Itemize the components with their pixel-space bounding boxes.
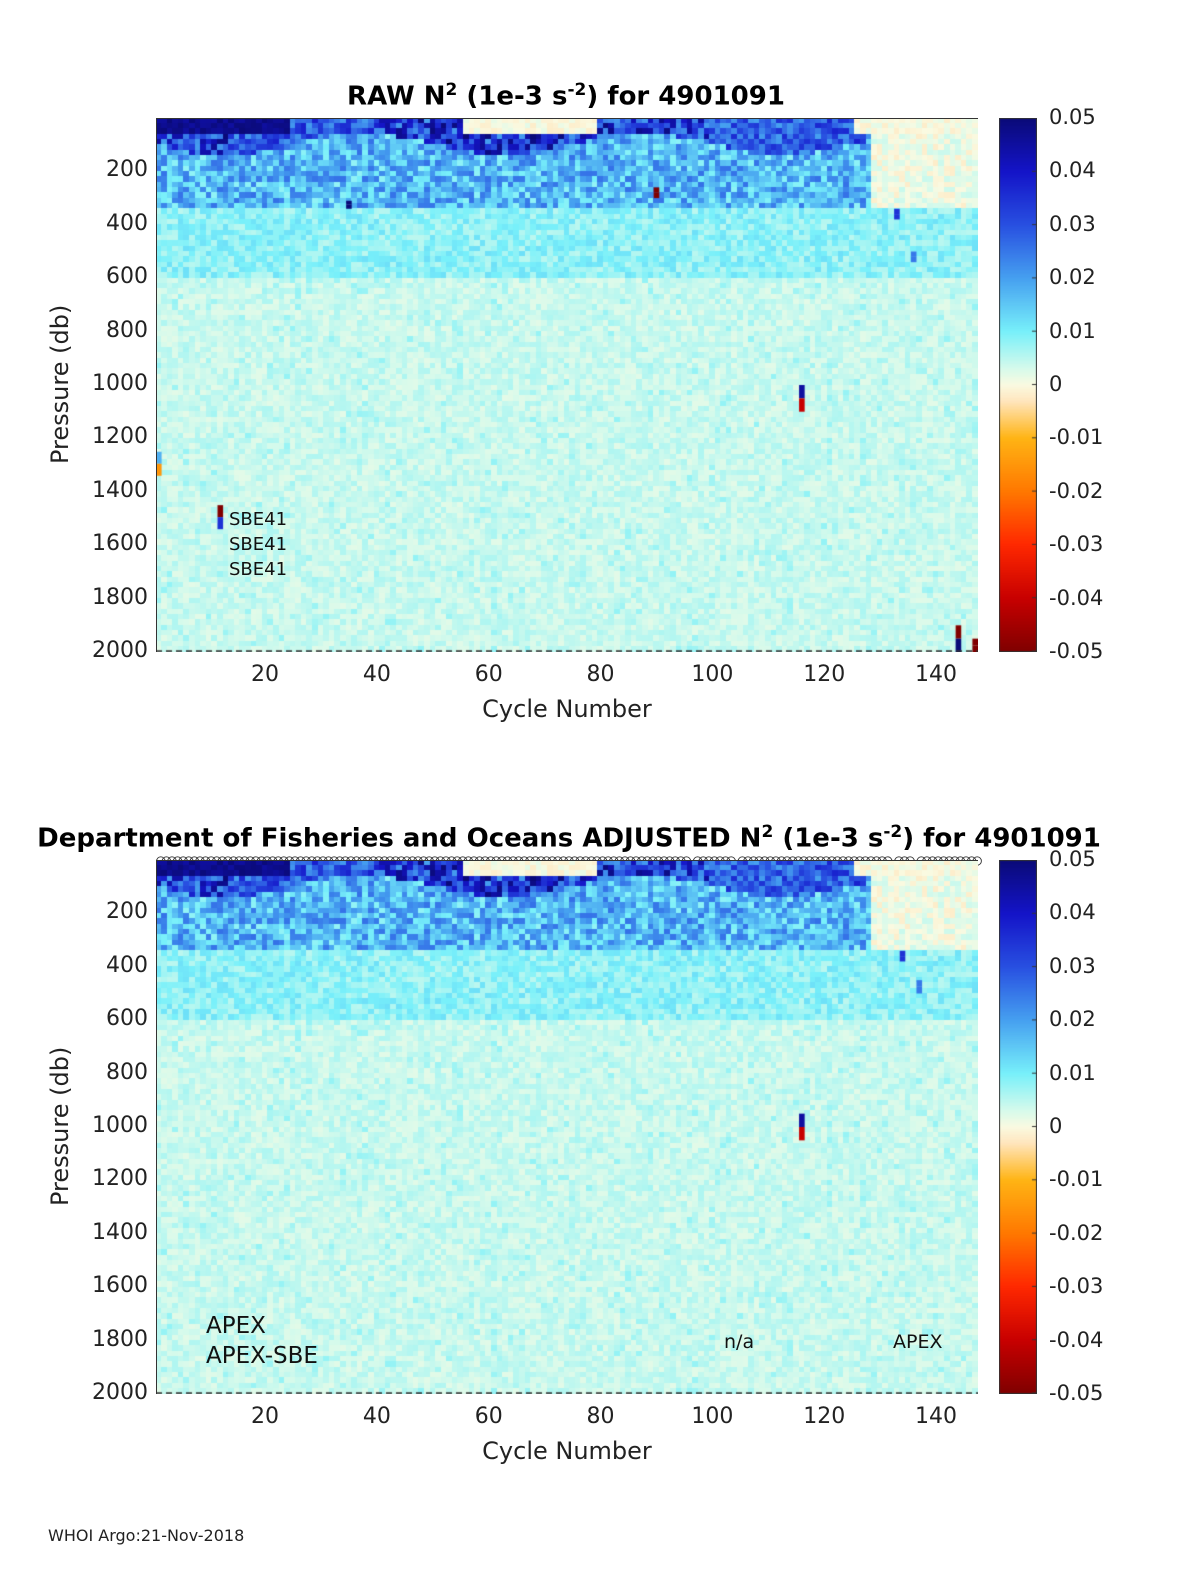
y-tick-label: 1000 bbox=[92, 1113, 148, 1138]
colorbar-tick-label: 0.05 bbox=[1049, 105, 1096, 129]
colorbar-tick-label: 0 bbox=[1049, 1114, 1063, 1138]
raw-heatmap bbox=[156, 118, 978, 652]
colorbar-tick-label: 0.01 bbox=[1049, 318, 1096, 343]
x-tick-label: 20 bbox=[251, 662, 280, 687]
title-superscript: 2 bbox=[445, 80, 458, 100]
x-tick-label: 120 bbox=[803, 662, 846, 687]
x-tick-label: 80 bbox=[586, 1404, 615, 1429]
colorbar-tick-label: -0.04 bbox=[1049, 1327, 1104, 1352]
y-tick-label: 600 bbox=[106, 1006, 148, 1032]
adjusted-chart-title: Department of Fisheries and Oceans ADJUS… bbox=[0, 822, 1139, 854]
title-text: (1e-3 s bbox=[457, 81, 568, 112]
y-tick-label: 1400 bbox=[92, 477, 148, 503]
y-tick-label: 600 bbox=[106, 264, 148, 290]
x-tick-label: 120 bbox=[803, 1404, 846, 1429]
platform-annotation: APEX bbox=[893, 1331, 943, 1353]
colorbar-canvas bbox=[999, 118, 1037, 652]
title-text: ) for 4901091 bbox=[586, 81, 785, 112]
colorbar-tick-label: -0.02 bbox=[1049, 478, 1104, 503]
y-tick-label: 1600 bbox=[92, 531, 148, 557]
title-superscript: -2 bbox=[883, 822, 903, 842]
title-text: Department of Fisheries and Oceans ADJUS… bbox=[37, 823, 762, 854]
x-tick-label: 60 bbox=[474, 662, 503, 687]
y-tick-label: 1000 bbox=[92, 371, 148, 396]
x-tick-label: 100 bbox=[691, 1404, 734, 1429]
colorbar-tick-label: -0.05 bbox=[1049, 1381, 1104, 1405]
y-tick-label: 1800 bbox=[92, 584, 148, 610]
x-tick-label: 140 bbox=[915, 662, 958, 687]
colorbar-tick-label: -0.01 bbox=[1049, 1167, 1104, 1192]
y-tick-label: 400 bbox=[106, 210, 148, 236]
colorbar-tick-label: 0.03 bbox=[1049, 953, 1096, 978]
adjusted-heatmap-canvas bbox=[156, 860, 978, 1394]
colorbar-tick-label: 0.01 bbox=[1049, 1060, 1096, 1085]
colorbar-tick-label: 0 bbox=[1049, 372, 1063, 396]
platform-annotation: APEX-SBE bbox=[206, 1343, 318, 1369]
sensor-annotation: SBE41 bbox=[229, 509, 288, 530]
adjusted-x-axis-label: Cycle Number bbox=[482, 1437, 652, 1465]
x-tick-label: 100 bbox=[691, 662, 734, 687]
x-tick-label: 80 bbox=[586, 662, 615, 687]
colorbar-tick-label: 0.05 bbox=[1049, 847, 1096, 871]
x-tick-label: 40 bbox=[362, 1404, 391, 1429]
platform-annotation: n/a bbox=[724, 1331, 755, 1353]
colorbar-tick-label: -0.05 bbox=[1049, 639, 1104, 663]
x-tick-label: 40 bbox=[362, 662, 391, 687]
adjusted-heatmap bbox=[156, 860, 978, 1394]
footer-credit: WHOI Argo:21-Nov-2018 bbox=[48, 1526, 245, 1545]
y-tick-label: 200 bbox=[106, 899, 148, 925]
y-tick-label: 2000 bbox=[92, 1380, 148, 1405]
y-tick-label: 1400 bbox=[92, 1219, 148, 1245]
sensor-annotation: SBE41 bbox=[229, 534, 288, 555]
title-superscript: 2 bbox=[761, 822, 774, 842]
colorbar-tick-label: 0.04 bbox=[1049, 158, 1096, 183]
sensor-annotation: SBE41 bbox=[229, 559, 288, 580]
colorbar-tick-label: -0.03 bbox=[1049, 532, 1104, 557]
y-tick-label: 200 bbox=[106, 157, 148, 183]
adjusted-y-axis-label: Pressure (db) bbox=[46, 1046, 74, 1206]
adjusted-colorbar bbox=[999, 860, 1037, 1394]
y-tick-label: 1200 bbox=[92, 424, 148, 450]
raw-chart-title: RAW N2 (1e-3 s-2) for 4901091 bbox=[0, 80, 1132, 112]
raw-colorbar bbox=[999, 118, 1037, 652]
x-tick-label: 60 bbox=[474, 1404, 503, 1429]
y-tick-label: 1800 bbox=[92, 1326, 148, 1352]
colorbar-tick-label: 0.04 bbox=[1049, 900, 1096, 925]
x-tick-label: 140 bbox=[915, 1404, 958, 1429]
title-superscript: -2 bbox=[567, 80, 587, 100]
y-tick-label: 400 bbox=[106, 952, 148, 978]
x-tick-label: 20 bbox=[251, 1404, 280, 1429]
title-text: ) for 4901091 bbox=[902, 823, 1101, 854]
raw-x-axis-label: Cycle Number bbox=[482, 695, 652, 723]
y-tick-label: 1200 bbox=[92, 1166, 148, 1192]
y-tick-label: 2000 bbox=[92, 638, 148, 663]
colorbar-tick-label: 0.02 bbox=[1049, 1007, 1096, 1032]
adjusted-panel: Department of Fisheries and Oceans ADJUS… bbox=[0, 770, 1200, 1530]
colorbar-tick-label: 0.02 bbox=[1049, 265, 1096, 290]
colorbar-tick-label: -0.01 bbox=[1049, 425, 1104, 450]
raw-y-axis-label: Pressure (db) bbox=[46, 304, 74, 464]
y-tick-label: 800 bbox=[106, 1059, 148, 1085]
title-text: RAW N bbox=[347, 81, 446, 112]
y-tick-label: 1600 bbox=[92, 1273, 148, 1299]
colorbar-tick-label: -0.03 bbox=[1049, 1274, 1104, 1299]
raw-heatmap-canvas bbox=[156, 118, 978, 652]
colorbar-canvas bbox=[999, 860, 1037, 1394]
raw-panel: RAW N2 (1e-3 s-2) for 4901091 200 400 600 8… bbox=[0, 0, 1200, 760]
title-text: (1e-3 s bbox=[773, 823, 884, 854]
y-tick-label: 800 bbox=[106, 317, 148, 343]
platform-annotation: APEX bbox=[206, 1313, 266, 1339]
colorbar-tick-label: 0.03 bbox=[1049, 211, 1096, 236]
colorbar-tick-label: -0.02 bbox=[1049, 1220, 1104, 1245]
colorbar-tick-label: -0.04 bbox=[1049, 585, 1104, 610]
